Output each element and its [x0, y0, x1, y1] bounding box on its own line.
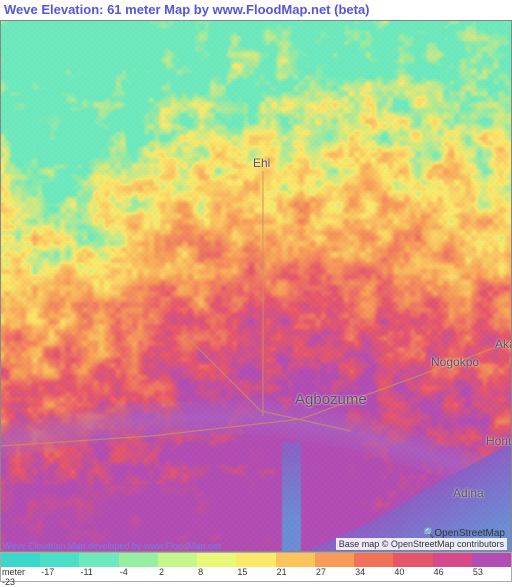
legend-value: 34 [354, 567, 393, 581]
legend-value: 21 [276, 567, 315, 581]
legend-value: 15 [236, 567, 275, 581]
legend-value: 53 [472, 567, 511, 581]
legend-value: 2 [158, 567, 197, 581]
page-title: Weve Elevation: 61 meter Map by www.Floo… [0, 0, 512, 20]
legend-value: meter -23 [1, 567, 40, 581]
attribution-text: Base map © OpenStreetMap contributors [336, 538, 507, 550]
legend-swatch [79, 553, 118, 567]
legend-swatch [433, 553, 472, 567]
legend-swatch [276, 553, 315, 567]
legend-value: -11 [79, 567, 118, 581]
place-label: Ehi [253, 156, 270, 170]
roads-overlay [1, 21, 512, 552]
place-label: Honuko [486, 434, 512, 448]
legend-swatch [1, 553, 40, 567]
legend-swatch [393, 553, 432, 567]
map-container: Weve Elevation: 61 meter Map by www.Floo… [0, 0, 512, 582]
legend-value: 27 [315, 567, 354, 581]
legend-swatch [119, 553, 158, 567]
place-label: Agbozume [295, 391, 367, 408]
legend-swatch [354, 553, 393, 567]
legend-swatch [40, 553, 79, 567]
legend-swatch [472, 553, 511, 567]
place-label: Nogokpo [431, 355, 479, 369]
legend-value: -17 [40, 567, 79, 581]
legend-value: -4 [119, 567, 158, 581]
place-label: Adina [453, 486, 484, 500]
legend-values: meter -23-17-11-42815212734404653 [1, 567, 511, 581]
legend-value: 8 [197, 567, 236, 581]
legend-swatches [1, 553, 511, 567]
legend-swatch [236, 553, 275, 567]
legend-swatch [315, 553, 354, 567]
legend-swatch [158, 553, 197, 567]
legend-value: 40 [393, 567, 432, 581]
place-label: Aka [495, 337, 512, 351]
map-viewport[interactable]: EhiAgbozumeNogokpoAkaHonukoAdina 🔍OpenSt… [0, 20, 512, 552]
credit-text: Weve Elevation Map developed by www.Floo… [3, 541, 220, 551]
legend-value: 46 [433, 567, 472, 581]
legend-swatch [197, 553, 236, 567]
color-legend: meter -23-17-11-42815212734404653 [0, 552, 512, 582]
